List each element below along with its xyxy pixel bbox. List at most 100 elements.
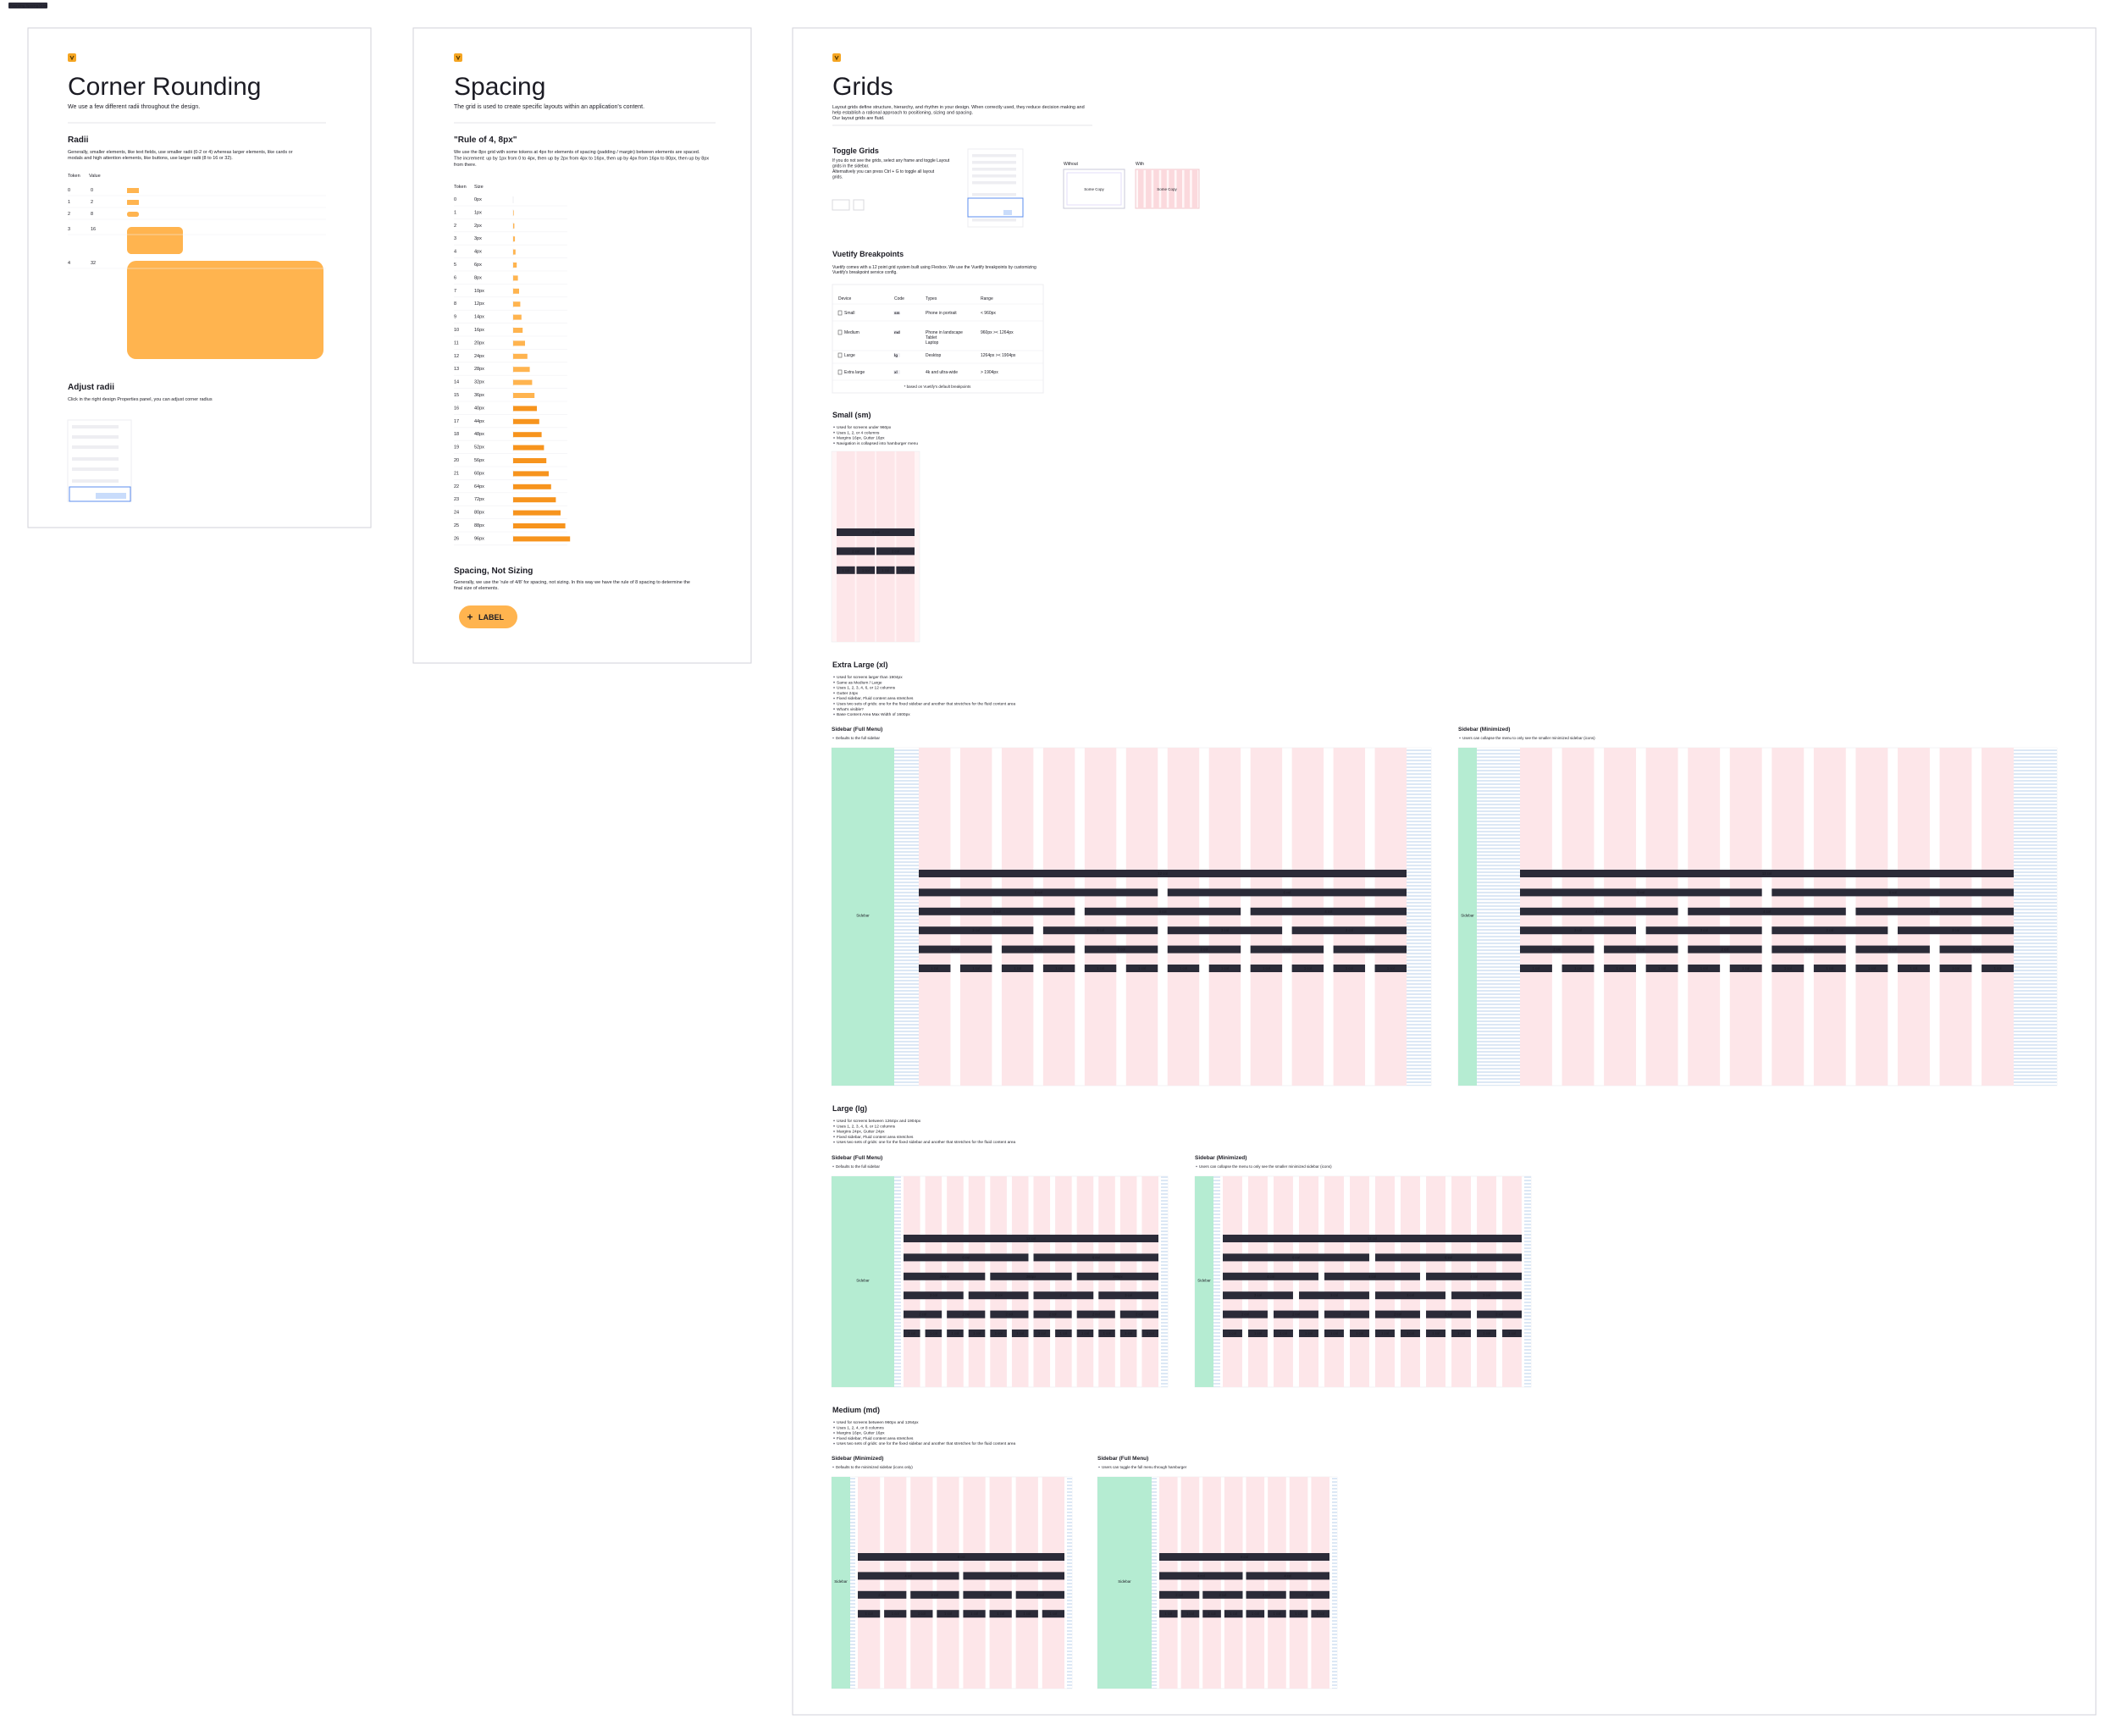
column-bar-label: 3 col (1346, 928, 1353, 932)
column-bar (1268, 1610, 1286, 1618)
bullet-text: Used for screens under 960px (837, 425, 892, 430)
section-heading: Vuetify Breakpoints (832, 250, 904, 258)
column-bar (1897, 926, 2014, 935)
column-bar (837, 547, 876, 556)
bullet (833, 697, 835, 699)
column-bar-label: 1 col (1617, 966, 1624, 970)
spacing-bar (513, 393, 535, 398)
column-bar-label: 4 col (904, 1573, 912, 1578)
column-bar (1520, 965, 1552, 972)
column-bar-label: 4 col (1324, 909, 1332, 914)
section-heading: Toggle Grids (832, 147, 879, 155)
example-column (1161, 169, 1167, 208)
table-cell: 1 (454, 210, 456, 215)
grid-note: Users can collapse the menu to only see … (1462, 736, 1595, 740)
bullet-text: Margins 16px, Gutter 16px (837, 1431, 885, 1436)
section-heading: Large (lg) (832, 1104, 867, 1113)
column-bar (1033, 1310, 1072, 1319)
column-bar (858, 1553, 1064, 1561)
sidebar-label: Sidebar (856, 1279, 870, 1283)
column-bar-label: 1 col (862, 568, 870, 572)
body-text: grids in the sidebar. (832, 164, 869, 169)
gutter-stripes (894, 748, 919, 1086)
column-bar-label: 360px (1113, 1274, 1123, 1279)
grid-title: Sidebar (Full Menu) (832, 727, 882, 733)
column-bar-label: 2 col (892, 549, 899, 553)
bullet-text: Uses 1, 2, 3, 4, 6, or 12 columns (837, 1124, 896, 1129)
column-bar (947, 1330, 964, 1337)
table-cell: 17 (454, 419, 459, 424)
spacing-bar (513, 249, 516, 255)
body-text: Alternatively you can press Ctrl + G to … (832, 169, 935, 174)
grid-column (1426, 1176, 1445, 1387)
device-icon (837, 369, 843, 375)
table-cell: 15 (454, 393, 459, 398)
column-bar-label: 1 col (1097, 966, 1104, 970)
bullet (833, 692, 835, 694)
grid-column (1224, 1477, 1243, 1689)
column-bar-label: 1 col (1274, 1612, 1281, 1616)
breakpoint-table (832, 284, 1044, 394)
column-bar-label: 1 col (1910, 966, 1918, 970)
grid-column (1939, 748, 1972, 1086)
column-bar-label: 1 col (1330, 1331, 1338, 1335)
column-bar-label: 2 col (1283, 948, 1291, 952)
body-text: The increment: up by 1px from 0 to 4px, … (454, 157, 709, 162)
sidebar (832, 748, 894, 1086)
table-cell: 60px (474, 471, 484, 476)
bullet (833, 681, 835, 683)
column-bar-label: 360px (939, 1274, 949, 1279)
column-bar-label: 1 col (1280, 1331, 1287, 1335)
gutter-stripes (894, 1176, 901, 1387)
code-chip (893, 370, 900, 374)
table-cell: 7 (454, 289, 456, 294)
column-bar-label: 6 col (1889, 890, 1897, 894)
column-bar (1939, 945, 2014, 954)
bullet-text: Navigation is collapsed into hamburger m… (837, 441, 918, 446)
column-bar-label: 2 col (931, 1593, 938, 1597)
section-heading: Extra Large (xl) (832, 661, 888, 669)
column-bar-label: 1 col (1016, 1331, 1024, 1335)
table-cell: Large (844, 353, 855, 358)
bullet-text: Used for screens larger than 1904px (837, 675, 903, 680)
column-bar-label: 1 col (1742, 966, 1749, 970)
column-bar (1426, 1272, 1522, 1280)
table-cell: Tablet (926, 335, 937, 340)
table-cell: 4 (454, 250, 456, 255)
table-header: Token (454, 185, 467, 190)
table-cell: 2 (454, 224, 456, 229)
spacing-bar (513, 379, 533, 385)
column-bar-label: 1 col (1304, 966, 1312, 970)
table-cell: 16 (454, 406, 459, 411)
column-bar (1042, 926, 1158, 935)
column-bar-label: 2 col (952, 948, 959, 952)
column-bar (990, 1310, 1029, 1319)
column-bar (1015, 1590, 1064, 1599)
page-subtitle: We use a few different radii throughout … (68, 104, 200, 110)
column-bar (1274, 1330, 1293, 1337)
example-column (1169, 169, 1175, 208)
column-bar-label: 1 col (908, 1331, 915, 1335)
grid-column (1311, 1477, 1329, 1689)
column-bar (968, 1330, 986, 1337)
code-chip (893, 330, 900, 334)
table-cell: 3 (454, 236, 456, 241)
gutter-stripes (1213, 1176, 1220, 1387)
table-cell: 3px (474, 236, 482, 241)
bullet-text: Uses 1, 2, 4, or 8 columns (837, 1425, 884, 1430)
column-bar (1084, 945, 1158, 954)
column-bar (1246, 1610, 1265, 1618)
column-bar-label: 1 col (973, 1331, 981, 1335)
column-bar (904, 1235, 1158, 1242)
bullet (833, 1437, 835, 1440)
bullet (833, 1141, 835, 1143)
sidebar (1195, 1176, 1213, 1387)
column-bar-label: 2 col (1445, 1313, 1452, 1317)
table-cell: 18 (454, 432, 459, 437)
spacing-bar (513, 445, 544, 451)
grid-title: Sidebar (Minimized) (1195, 1155, 1246, 1161)
column-bar-label: 12 col (1368, 1236, 1377, 1241)
column-bar-label: 1 col (1038, 1331, 1046, 1335)
grid-column (959, 748, 992, 1086)
